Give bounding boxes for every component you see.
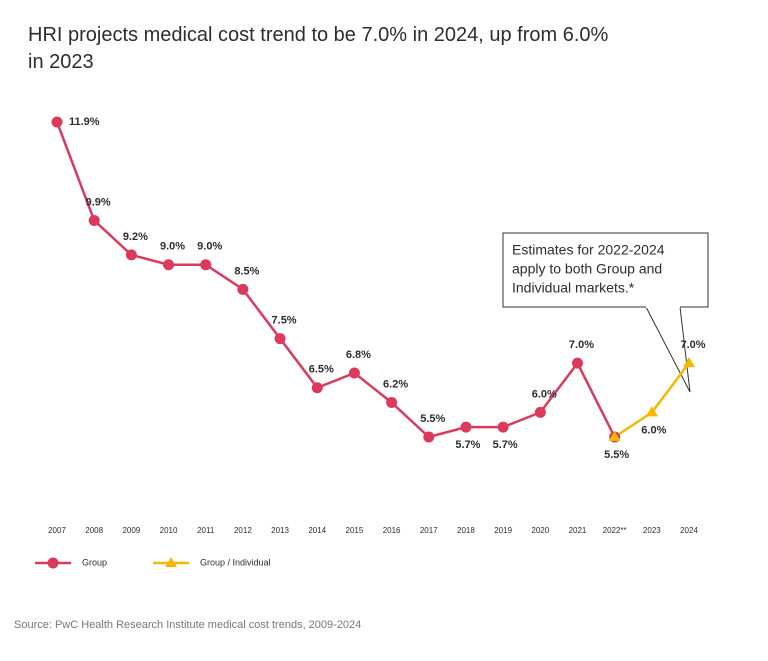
marker [348, 367, 360, 379]
data-label: 9.2% [123, 231, 148, 243]
annotation-line: Individual markets.* [512, 280, 635, 296]
annotation-pointer [645, 306, 691, 393]
x-tick-label: 2023 [643, 526, 661, 535]
data-label: 6.8% [346, 349, 371, 361]
data-label: 6.0% [641, 424, 666, 436]
x-tick-label: 2021 [569, 526, 587, 535]
x-tick-label: 2014 [308, 526, 326, 535]
data-label: 6.5% [309, 364, 334, 376]
x-tick-label: 2009 [122, 526, 140, 535]
x-tick-label: 2011 [197, 526, 215, 535]
data-label: 9.0% [160, 241, 185, 253]
x-tick-label: 2017 [420, 526, 438, 535]
marker [51, 116, 63, 128]
marker [497, 421, 509, 433]
x-tick-label: 2013 [271, 526, 289, 535]
marker [571, 357, 583, 369]
marker [88, 214, 100, 226]
data-label: 7.0% [680, 339, 705, 351]
x-tick-label: 2019 [494, 526, 512, 535]
x-tick-label: 2012 [234, 526, 252, 535]
marker [423, 431, 435, 443]
data-label: 5.5% [604, 449, 629, 461]
annotation-line: apply to both Group and [512, 261, 662, 277]
marker [683, 357, 695, 368]
marker [237, 283, 249, 295]
data-label: 11.9% [69, 116, 100, 128]
marker [645, 406, 658, 417]
x-tick-label: 2018 [457, 526, 475, 535]
series-line [55, 121, 616, 439]
data-label: 6.0% [532, 388, 557, 400]
x-tick-label: 2016 [383, 526, 401, 535]
x-tick-label: 2024 [680, 526, 698, 535]
marker [608, 431, 621, 441]
data-label: 5.7% [493, 439, 518, 451]
annotation-line: Estimates for 2022-2024 [512, 242, 665, 258]
data-label: 8.5% [234, 265, 259, 277]
marker [386, 397, 398, 409]
legend-label: Group / Individual [200, 557, 271, 567]
data-label: 9.9% [86, 196, 111, 208]
legend-marker [165, 557, 177, 567]
marker [460, 421, 472, 433]
legend-marker [47, 557, 59, 569]
x-tick-label: 2010 [160, 526, 178, 535]
source: Source: PwC Health Research Institute me… [14, 619, 361, 631]
data-label: 7.0% [569, 339, 594, 351]
chart-title: HRI projects medical cost trend to be 7.… [28, 24, 609, 73]
marker [125, 249, 137, 261]
marker [311, 382, 323, 394]
data-label: 6.2% [383, 378, 408, 390]
x-tick-label: 2020 [531, 526, 549, 535]
marker [163, 259, 175, 271]
x-tick-label: 2007 [48, 526, 66, 535]
x-tick-label: 2015 [346, 526, 364, 535]
x-tick-label: 2008 [85, 526, 103, 535]
data-label: 9.0% [197, 241, 222, 253]
annotation-box [502, 232, 709, 308]
annotation-pointer-gap [646, 305, 680, 308]
x-tick-label: 2022** [603, 526, 627, 535]
marker [274, 333, 286, 345]
data-label: 7.5% [272, 314, 297, 326]
data-label: 5.7% [455, 439, 480, 451]
marker [200, 259, 212, 271]
legend-label: Group [82, 557, 107, 567]
marker [534, 406, 546, 418]
data-label: 5.5% [420, 413, 445, 425]
